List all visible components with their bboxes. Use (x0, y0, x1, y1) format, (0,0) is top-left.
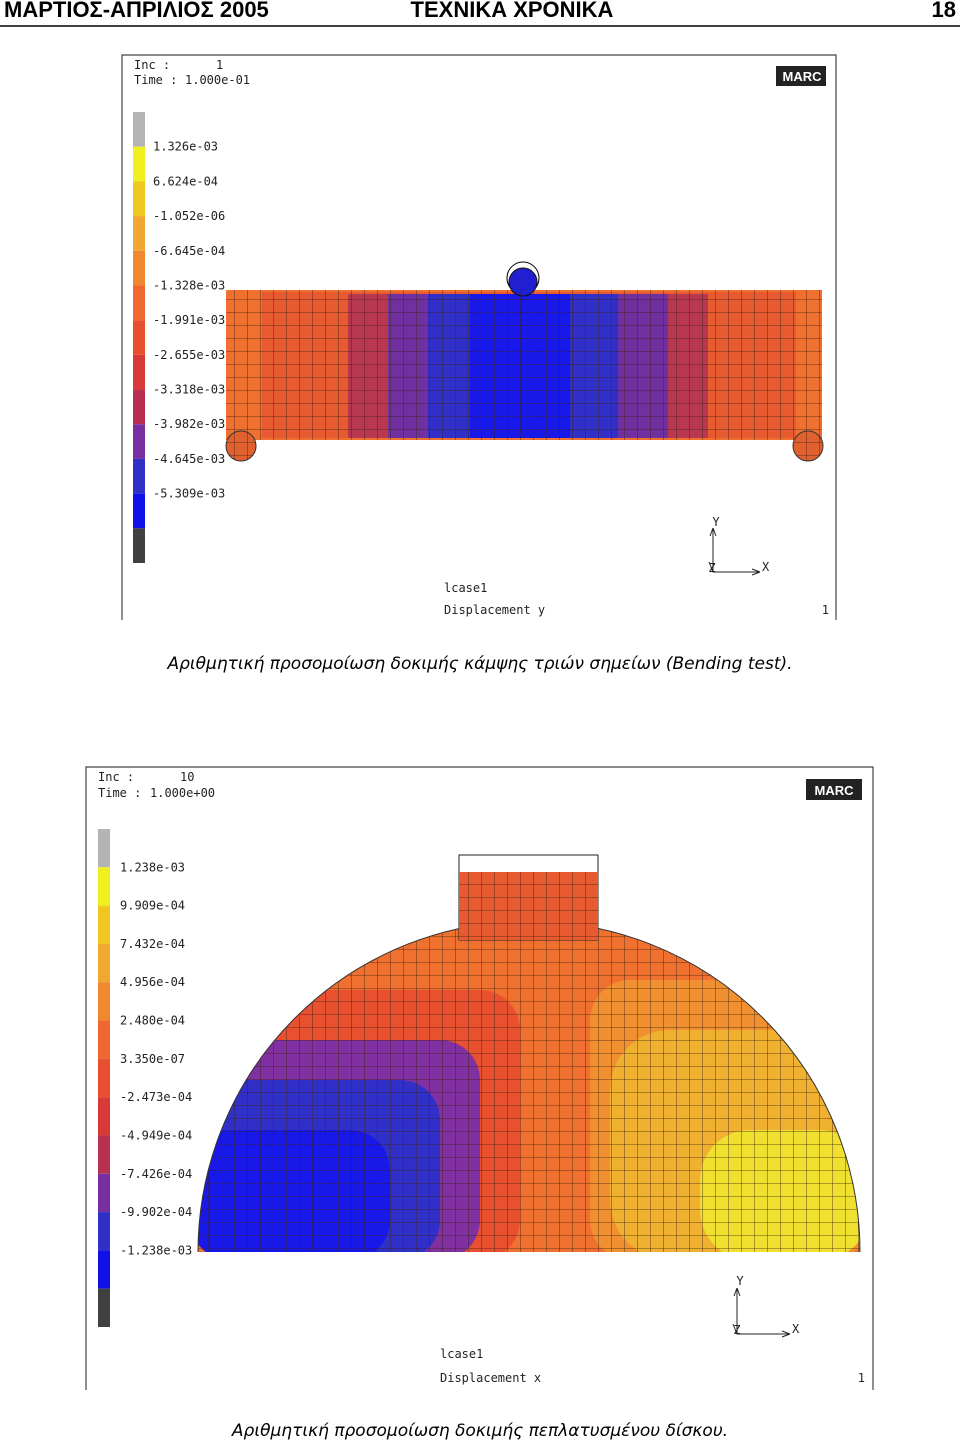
color-swatch (133, 112, 145, 147)
legend-label: -5.309e-03 (153, 487, 225, 501)
legend-label: -9.902e-04 (120, 1205, 192, 1219)
color-swatch (133, 285, 145, 321)
time: 1.000e+00 (150, 786, 215, 800)
color-swatch (98, 1097, 110, 1136)
color-swatch (98, 829, 110, 868)
axis-x: X (792, 1322, 800, 1336)
legend-label: -4.645e-03 (153, 452, 225, 466)
color-swatch (98, 1058, 110, 1098)
legend-label: -4.949e-04 (120, 1128, 192, 1142)
legend-label: -1.328e-03 (153, 278, 225, 292)
color-swatch (133, 146, 145, 182)
legend-label: 3.350e-07 (120, 1052, 185, 1066)
color-swatch (133, 250, 145, 286)
journal: ΤΕΧΝΙΚΑ ΧΡΟΝΙΚΑ (411, 0, 614, 22)
caption: Αριθμητική προσομοίωση δοκιμής πεπλατυσμ… (231, 1421, 728, 1441)
color-swatch (98, 1212, 110, 1251)
axis-z: Z (708, 561, 715, 575)
color-swatch (133, 424, 145, 459)
axis-x: X (762, 560, 770, 574)
legend-label: 2.480e-04 (120, 1014, 185, 1028)
loadcase: lcase1 (444, 581, 487, 595)
color-swatch (98, 982, 110, 1021)
color-swatch (98, 1288, 110, 1327)
logo: MARC (815, 783, 855, 798)
page-number: 18 (932, 0, 956, 22)
time-label: Time : (134, 73, 177, 87)
legend-label: -1.052e-06 (153, 209, 225, 223)
time-label: Time : (98, 786, 141, 800)
step: 1 (822, 603, 829, 617)
legend-label: -3.982e-03 (153, 417, 225, 431)
inc-label: Inc : (98, 770, 134, 784)
color-swatch (133, 320, 145, 355)
legend-label: -6.645e-04 (153, 244, 225, 258)
legend-label: 7.432e-04 (120, 937, 185, 951)
legend-label: -7.426e-04 (120, 1167, 192, 1181)
time: 1.000e-01 (185, 73, 250, 87)
legend-label: -1.238e-03 (120, 1243, 192, 1257)
issue: ΜΑΡΤΙΟΣ-ΑΠΡΙΛΙΟΣ 2005 (4, 0, 269, 22)
color-swatch (98, 1173, 110, 1213)
color-swatch (133, 389, 145, 425)
color-swatch (133, 458, 145, 494)
legend-label: 1.326e-03 (153, 140, 218, 154)
color-swatch (133, 181, 145, 217)
quantity: Displacement y (444, 603, 545, 617)
axis-z: Z (733, 1323, 740, 1337)
inc: 10 (180, 770, 194, 784)
step: 1 (858, 1371, 865, 1385)
legend-label: 4.956e-04 (120, 975, 185, 989)
legend-label: 6.624e-04 (153, 174, 218, 188)
legend-label: -2.473e-04 (120, 1090, 192, 1104)
logo: MARC (783, 69, 823, 84)
legend-label: 9.909e-04 (120, 899, 185, 913)
color-swatch (98, 943, 110, 983)
quantity: Displacement x (440, 1371, 541, 1385)
inc: 1 (216, 58, 223, 72)
color-swatch (98, 905, 110, 944)
legend-label: -2.655e-03 (153, 348, 225, 362)
color-swatch (133, 354, 145, 390)
color-swatch (133, 493, 145, 529)
figure-2: 1.238e-03 9.909e-04 7.432e-04 4.956e-04 2.48… (85, 766, 874, 1390)
figure-1: 1.326e-03 6.624e-04 -1.052e-06 -6.645e-04 -1… (121, 54, 837, 620)
legend-label: 1.238e-03 (120, 860, 185, 874)
color-swatch (98, 1135, 110, 1174)
color-swatch (133, 216, 145, 251)
color-swatch (98, 1250, 110, 1289)
loadcase: lcase1 (440, 1347, 483, 1361)
caption: Αριθμητική προσομοίωση δοκιμής κάμψης τρ… (166, 654, 792, 674)
color-swatch (98, 867, 110, 906)
legend-label: -3.318e-03 (153, 383, 225, 397)
axis-y: Y (736, 1274, 744, 1288)
inc-label: Inc : (134, 58, 170, 72)
axis-y: Y (712, 515, 720, 529)
color-swatch (133, 528, 145, 563)
legend-label: -1.991e-03 (153, 313, 225, 327)
color-swatch (98, 1020, 110, 1059)
